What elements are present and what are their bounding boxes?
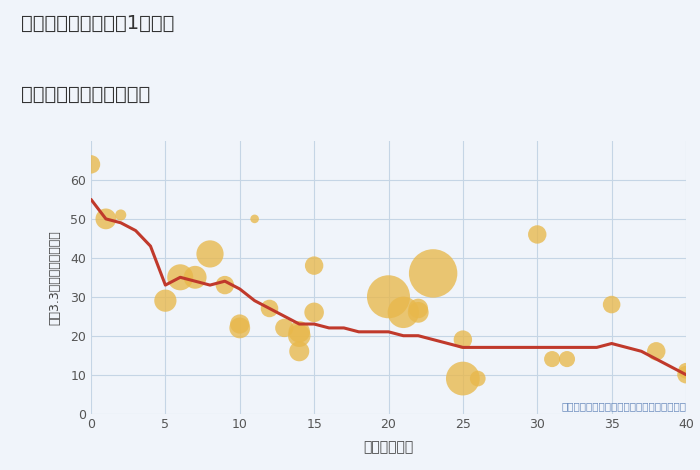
- Point: [309, 309, 320, 316]
- Point: [309, 262, 320, 269]
- Point: [532, 231, 543, 238]
- Point: [279, 324, 290, 332]
- Point: [219, 282, 230, 289]
- X-axis label: 築年数（年）: 築年数（年）: [363, 440, 414, 454]
- Text: 円の大きさは、取引のあった物件面積を示す: 円の大きさは、取引のあった物件面積を示す: [561, 401, 686, 411]
- Point: [234, 324, 246, 332]
- Point: [651, 347, 662, 355]
- Point: [175, 274, 186, 281]
- Point: [294, 328, 305, 336]
- Text: 三重県名張市春日丘1番町の: 三重県名張市春日丘1番町の: [21, 14, 174, 33]
- Y-axis label: 坪（3.3㎡）単価（万円）: 坪（3.3㎡）単価（万円）: [49, 230, 62, 325]
- Point: [190, 274, 201, 281]
- Point: [606, 301, 617, 308]
- Point: [398, 309, 409, 316]
- Point: [85, 161, 97, 168]
- Point: [472, 375, 483, 382]
- Point: [457, 336, 468, 344]
- Point: [294, 332, 305, 339]
- Point: [204, 250, 216, 258]
- Point: [680, 371, 692, 378]
- Point: [413, 309, 424, 316]
- Point: [249, 215, 260, 223]
- Point: [680, 367, 692, 375]
- Point: [428, 270, 439, 277]
- Point: [115, 211, 126, 219]
- Point: [160, 297, 171, 305]
- Point: [294, 347, 305, 355]
- Point: [413, 305, 424, 312]
- Point: [547, 355, 558, 363]
- Point: [383, 293, 394, 300]
- Point: [234, 320, 246, 328]
- Point: [561, 355, 573, 363]
- Point: [264, 305, 275, 312]
- Point: [457, 375, 468, 382]
- Text: 築年数別中古戸建て価格: 築年数別中古戸建て価格: [21, 85, 150, 103]
- Point: [100, 215, 111, 223]
